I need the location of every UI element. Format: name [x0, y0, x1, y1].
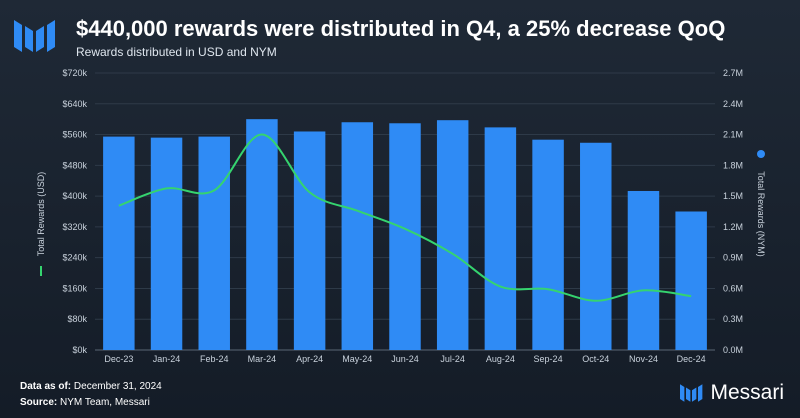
left-axis-title: Total Rewards (USD) — [36, 172, 46, 257]
left-tick-label: $560k — [62, 130, 87, 140]
source-label: Source: — [20, 397, 58, 408]
right-tick-label: 0.0M — [723, 345, 743, 355]
data-as-of-value: December 31, 2024 — [73, 381, 162, 392]
bar-Jan-24 — [150, 137, 183, 350]
bar-Jul-24 — [436, 120, 469, 350]
left-tick-label: $720k — [62, 68, 87, 78]
right-tick-label: 2.1M — [723, 130, 743, 140]
bar-Dec-24 — [675, 211, 707, 350]
left-tick-label: $240k — [62, 253, 87, 263]
x-tick-label: Jul-24 — [440, 354, 465, 364]
x-tick-label: Jun-24 — [391, 354, 419, 364]
left-axis-ticks: $0k $80k $160k $240k $320k $400k $480k $560k $64… — [62, 68, 87, 355]
x-tick-label: Oct-24 — [582, 354, 609, 364]
chart-title: $440,000 rewards were distributed in Q4,… — [76, 16, 726, 41]
right-tick-label: 2.4M — [723, 99, 743, 109]
bar-Mar-24 — [246, 119, 278, 351]
brand-name: Messari — [710, 381, 784, 404]
right-tick-label: 2.7M — [723, 68, 743, 78]
right-tick-label: 0.3M — [723, 314, 743, 324]
bar-May-24 — [341, 122, 374, 350]
right-axis-legend-dot-icon — [757, 150, 765, 158]
messari-brand-icon — [680, 384, 703, 402]
left-tick-label: $160k — [62, 283, 87, 293]
x-tick-label: Sep-24 — [534, 354, 563, 364]
left-tick-label: $480k — [62, 160, 87, 170]
left-tick-label: $640k — [62, 99, 87, 109]
left-tick-label: $0k — [72, 345, 87, 355]
x-tick-label: May-24 — [342, 354, 372, 364]
x-tick-label: Dec-23 — [104, 354, 133, 364]
x-tick-label: Feb-24 — [200, 354, 229, 364]
left-tick-label: $320k — [62, 222, 87, 232]
bar-Sep-24 — [532, 139, 564, 350]
x-tick-label: Apr-24 — [296, 354, 323, 364]
bar-Aug-24 — [484, 127, 517, 350]
right-tick-label: 1.2M — [723, 222, 743, 232]
data-as-of-label: Data as of: — [20, 381, 72, 392]
bar-Apr-24 — [293, 131, 326, 350]
usd-rewards-line — [118, 133, 692, 302]
right-tick-label: 1.5M — [723, 191, 743, 201]
right-tick-label: 1.8M — [723, 160, 743, 170]
left-tick-label: $400k — [62, 191, 87, 201]
source-note: Source: NYM Team, Messari — [20, 397, 150, 408]
right-tick-label: 0.6M — [723, 283, 743, 293]
x-tick-label: Nov-24 — [629, 354, 658, 364]
x-tick-label: Mar-24 — [248, 354, 277, 364]
bar-Feb-24 — [198, 136, 230, 350]
right-axis-ticks: 0.0M 0.3M 0.6M 0.9M 1.2M 1.5M 1.8M 2.1M 2.4M 2.7M — [723, 68, 743, 355]
bar-Nov-24 — [627, 190, 660, 350]
bar-series — [103, 119, 707, 351]
messari-brand: Messari — [680, 380, 784, 406]
x-tick-label: Dec-24 — [677, 354, 706, 364]
data-as-of-note: Data as of: December 31, 2024 — [20, 381, 162, 392]
left-tick-label: $80k — [67, 314, 87, 324]
bar-Jun-24 — [389, 123, 421, 350]
chart-subtitle: Rewards distributed in USD and NYM — [76, 45, 277, 59]
right-axis-title: Total Rewards (NYM) — [756, 171, 766, 257]
x-tick-label: Jan-24 — [153, 354, 181, 364]
source-value: NYM Team, Messari — [60, 397, 150, 408]
messari-logo-icon — [14, 20, 55, 52]
bar-Dec-23 — [103, 136, 135, 350]
right-tick-label: 0.9M — [723, 253, 743, 263]
x-tick-label: Aug-24 — [486, 354, 515, 364]
x-axis-ticks: Dec-23 Jan-24 Feb-24 Mar-24 Apr-24 May-24 Jun-… — [104, 354, 705, 364]
bar-Oct-24 — [580, 142, 612, 350]
